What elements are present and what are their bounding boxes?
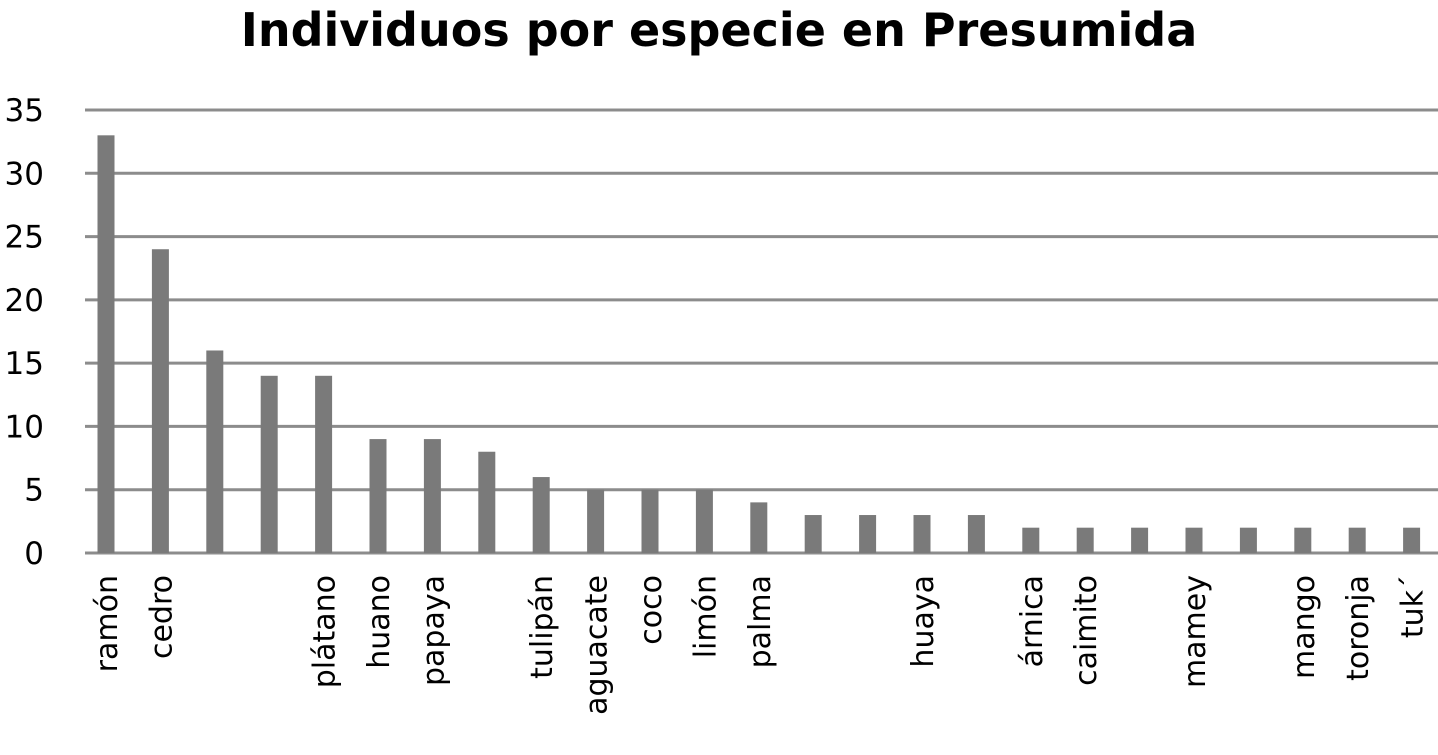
- category-label: aguacate: [580, 575, 615, 715]
- bar: [1348, 527, 1366, 553]
- category-label: caimito: [1069, 575, 1104, 686]
- bar: [97, 135, 115, 554]
- category-label: plátano: [308, 575, 343, 688]
- bar: [1022, 527, 1040, 553]
- bar: [859, 515, 877, 553]
- bar: [260, 375, 278, 553]
- bar: [1294, 527, 1312, 553]
- category-label: árnica: [1015, 575, 1050, 667]
- category-label: coco: [634, 575, 669, 645]
- bar: [206, 350, 224, 553]
- category-label: limón: [688, 575, 723, 658]
- y-tick-label: 25: [5, 220, 44, 256]
- y-axis-tick-labels: 0 5 10 15 20 25 30 35: [5, 93, 44, 572]
- bar: [369, 439, 387, 553]
- bar: [1403, 527, 1421, 553]
- category-label: huaya: [906, 575, 941, 668]
- category-label: ramón: [90, 575, 125, 672]
- gridlines: [85, 108, 1438, 555]
- y-tick-label: 35: [5, 93, 44, 129]
- bar: [967, 515, 985, 553]
- category-label: tulipán: [525, 575, 560, 679]
- bar: [587, 489, 605, 553]
- y-tick-label: 30: [5, 156, 44, 192]
- bar: [478, 451, 496, 553]
- bar: [1076, 527, 1094, 553]
- y-tick-label: 20: [5, 283, 44, 319]
- category-label: papaya: [416, 575, 451, 686]
- category-label: palma: [743, 575, 778, 668]
- category-label: huano: [362, 575, 397, 669]
- y-tick-label: 15: [5, 346, 44, 382]
- bar: [750, 502, 768, 553]
- bar: [1131, 527, 1149, 553]
- y-tick-label: 0: [24, 536, 44, 572]
- category-label: mango: [1287, 575, 1322, 679]
- bar: [695, 489, 713, 553]
- bar: [151, 249, 169, 553]
- category-label: toronja: [1341, 575, 1376, 681]
- bar: [1185, 527, 1203, 553]
- x-axis-category-labels: ramón cedro plátano huano papaya tulipán aguac…: [90, 575, 1431, 715]
- bars: [97, 135, 1421, 554]
- bar: [315, 375, 333, 553]
- category-label: tuk´: [1396, 575, 1431, 638]
- y-tick-label: 10: [5, 409, 44, 445]
- bar: [1239, 527, 1257, 553]
- category-label: mamey: [1178, 575, 1213, 688]
- bar: [641, 489, 659, 553]
- category-label: cedro: [144, 575, 179, 659]
- bar: [423, 439, 441, 553]
- y-tick-label: 5: [24, 473, 44, 509]
- bar: [804, 515, 822, 553]
- bar: [913, 515, 931, 553]
- chart-title: Individuos por especie en Presumida: [240, 3, 1198, 57]
- bar: [532, 477, 550, 553]
